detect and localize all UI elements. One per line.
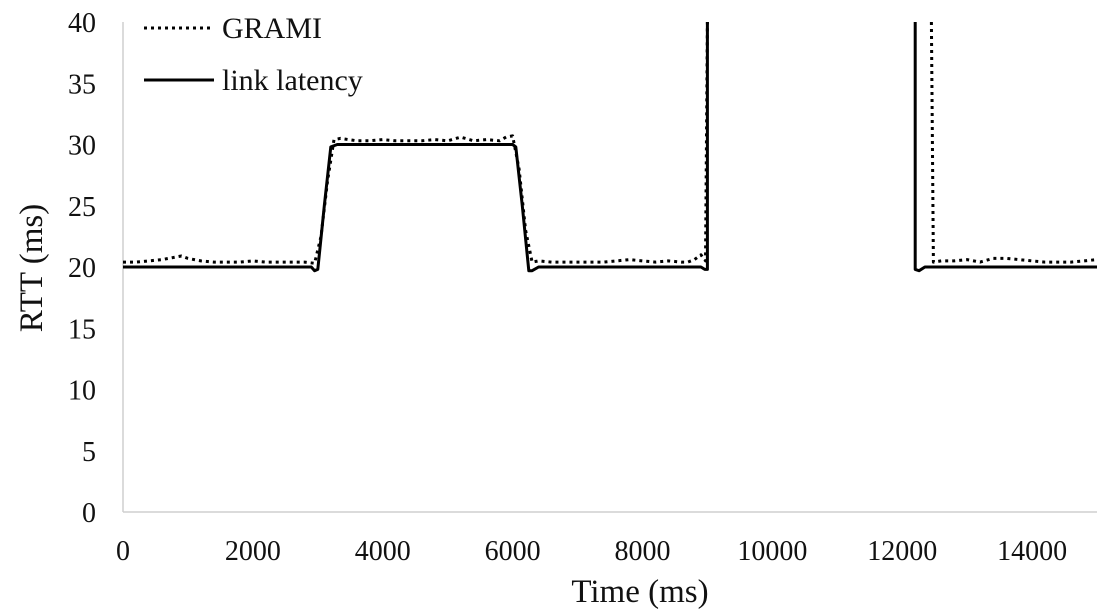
y-tick-labels: 0 5 10 15 20 25 30 35 40 [68,8,96,529]
x-axis-title: Time (ms) [571,574,708,610]
x-tick-label: 4000 [355,536,411,567]
y-tick-label: 0 [82,498,96,529]
x-tick-label: 8000 [614,536,670,567]
x-tick-label: 6000 [485,536,541,567]
x-tick-label: 10000 [737,536,807,567]
x-tick-label: 2000 [225,536,281,567]
y-tick-label: 40 [68,8,96,39]
y-tick-label: 15 [68,314,96,345]
y-tick-label: 20 [68,253,96,284]
series-layer [123,22,1097,271]
y-tick-label: 30 [68,131,96,162]
legend-label-grami: GRAMI [222,12,322,45]
series-line-link-latency [123,22,707,271]
legend: GRAMI link latency [144,12,363,97]
y-tick-label: 35 [68,69,96,100]
x-tick-label: 12000 [867,536,937,567]
series-line-grami [123,22,707,263]
y-tick-label: 5 [82,437,96,468]
y-axis-title: RTT (ms) [14,204,50,333]
y-tick-label: 25 [68,192,96,223]
series-line-grami [931,22,1097,262]
x-tick-label: 0 [116,536,130,567]
series-line-link-latency [915,22,1097,271]
x-tick-labels: 0 2000 4000 6000 8000 10000 12000 14000 [116,536,1067,567]
legend-label-link-latency: link latency [222,64,363,97]
y-tick-label: 10 [68,376,96,407]
x-tick-label: 14000 [997,536,1067,567]
